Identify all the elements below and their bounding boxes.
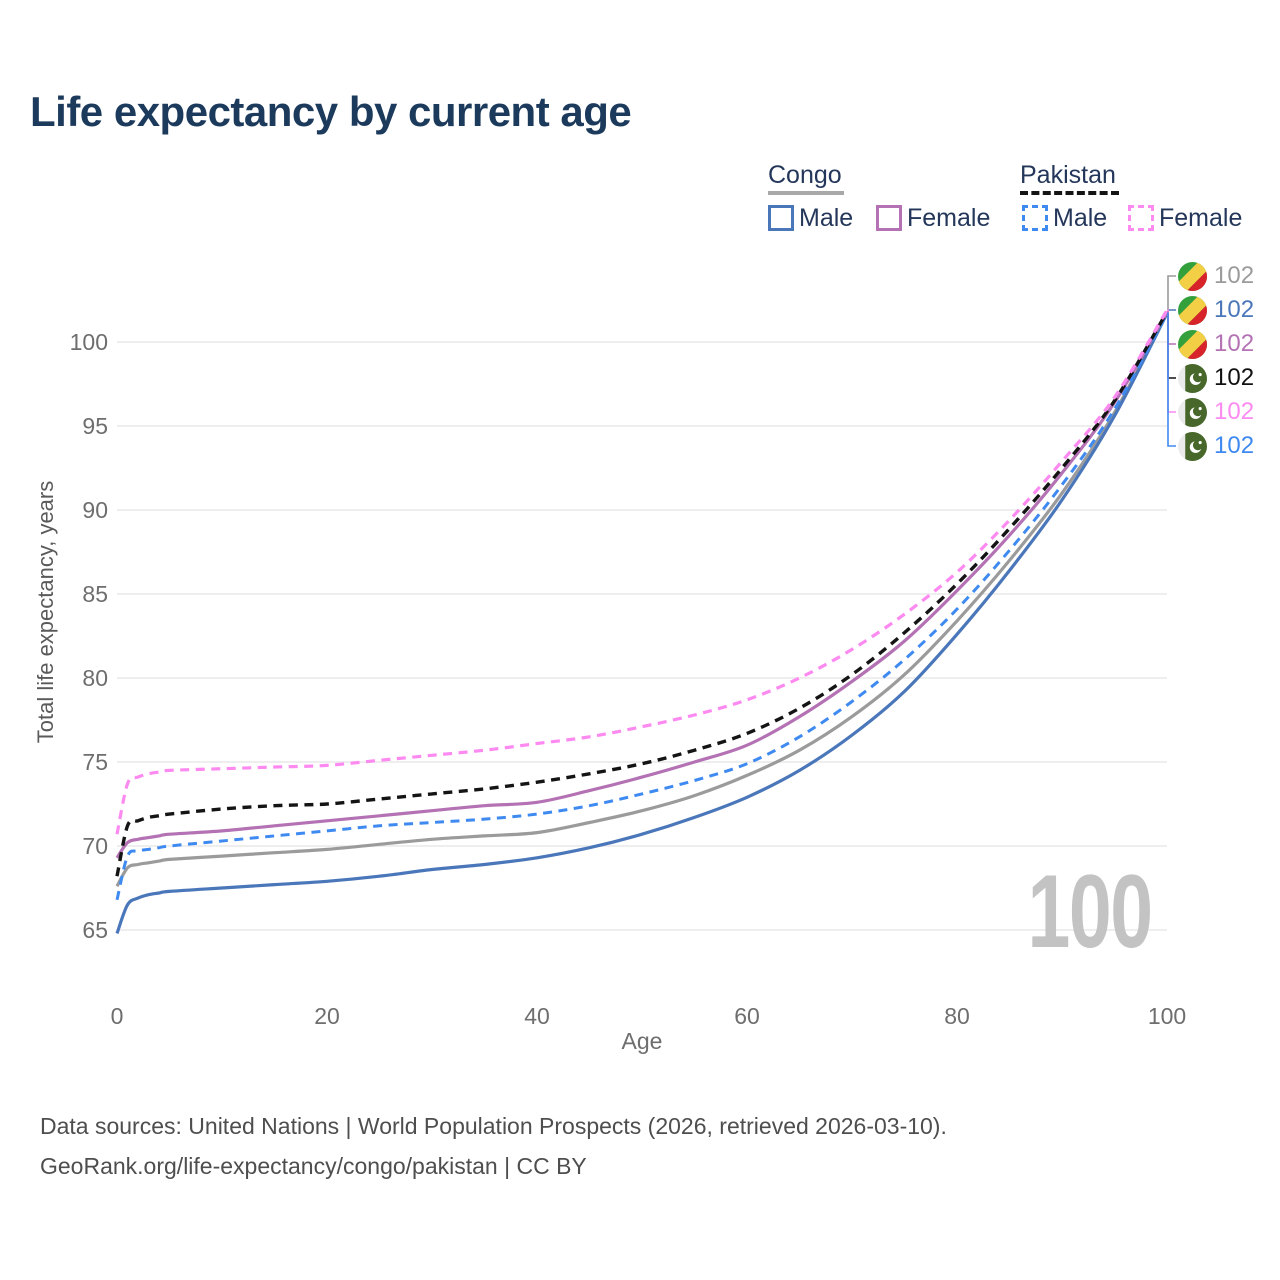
legend-swatch-pakistan-female[interactable] <box>1128 205 1154 231</box>
legend-underline-pakistan <box>1020 191 1119 195</box>
legend-item-label-congo-female[interactable]: Female <box>907 204 991 232</box>
end-value-label: 102 <box>1214 364 1255 391</box>
end-row-congo-female: 102 <box>1178 329 1254 359</box>
footer: Data sources: United Nations | World Pop… <box>40 1106 947 1186</box>
legend-underline-congo <box>768 191 844 195</box>
series-line-congo-both-sexes <box>115 312 1169 888</box>
end-connector-5 <box>1167 312 1176 447</box>
series-line-congo-male <box>115 312 1169 934</box>
flag-icon-pakistan <box>1178 431 1207 461</box>
y-tick-label-85: 85 <box>82 581 108 607</box>
end-row-pakistan-both-sexes: 102 <box>1178 363 1254 393</box>
end-value-label: 102 <box>1214 398 1255 425</box>
flag-icon-congo <box>1178 261 1207 291</box>
footer-license-line: GeoRank.org/life-expectancy/congo/pakist… <box>40 1153 587 1179</box>
end-row-congo-male: 102 <box>1178 295 1254 325</box>
y-axis-title: Total life expectancy, years <box>33 480 58 744</box>
flag-icon-pakistan <box>1178 363 1207 393</box>
x-tick-label-60: 60 <box>734 1003 760 1029</box>
flag-icon-congo <box>1178 295 1207 325</box>
series-line-congo-female <box>115 311 1169 859</box>
age-watermark: 100 <box>1028 854 1153 970</box>
legend-item-label-congo-male[interactable]: Male <box>799 204 854 232</box>
y-tick-label-80: 80 <box>82 665 108 691</box>
x-axis-title: Age <box>621 1028 663 1054</box>
flag-icon-congo <box>1178 329 1207 359</box>
line-chart-canvas <box>115 275 1176 934</box>
series-line-pakistan-both-sexes <box>115 310 1169 877</box>
legend-swatch-congo-male[interactable] <box>768 205 794 231</box>
legend-swatch-congo-female[interactable] <box>876 205 902 231</box>
y-tick-label-70: 70 <box>82 833 108 859</box>
end-row-congo-both-sexes: 102 <box>1178 261 1254 291</box>
x-tick-label-20: 20 <box>314 1003 340 1029</box>
legend-item-label-pakistan-female[interactable]: Female <box>1159 204 1243 232</box>
y-tick-label-95: 95 <box>82 413 108 439</box>
x-tick-label-40: 40 <box>524 1003 550 1029</box>
end-value-label: 102 <box>1214 330 1255 357</box>
legend-group-label-congo[interactable]: Congo <box>768 161 842 189</box>
end-connector-0 <box>1167 275 1176 315</box>
footer-source-line: Data sources: United Nations | World Pop… <box>40 1113 947 1139</box>
end-row-pakistan-male: 102 <box>1178 431 1254 461</box>
end-value-label: 102 <box>1214 262 1255 289</box>
series-line-pakistan-male <box>115 312 1169 901</box>
y-tick-label-90: 90 <box>82 497 108 523</box>
end-value-label: 102 <box>1214 432 1255 459</box>
y-tick-label-100: 100 <box>69 329 108 355</box>
y-tick-label-75: 75 <box>82 749 108 775</box>
legend-swatch-pakistan-male[interactable] <box>1022 205 1048 231</box>
end-value-label: 102 <box>1214 296 1255 323</box>
x-tick-label-100: 100 <box>1147 1003 1187 1029</box>
page-title: Life expectancy by current age <box>30 88 632 135</box>
series-line-pakistan-female <box>115 309 1169 835</box>
y-tick-label-65: 65 <box>82 917 108 943</box>
x-tick-label-80: 80 <box>944 1003 970 1029</box>
legend-group-label-pakistan[interactable]: Pakistan <box>1020 161 1116 189</box>
x-tick-label-0: 0 <box>110 1003 124 1029</box>
end-row-pakistan-female: 102 <box>1178 397 1254 427</box>
flag-icon-pakistan <box>1178 397 1207 427</box>
legend-item-label-pakistan-male[interactable]: Male <box>1053 204 1108 232</box>
